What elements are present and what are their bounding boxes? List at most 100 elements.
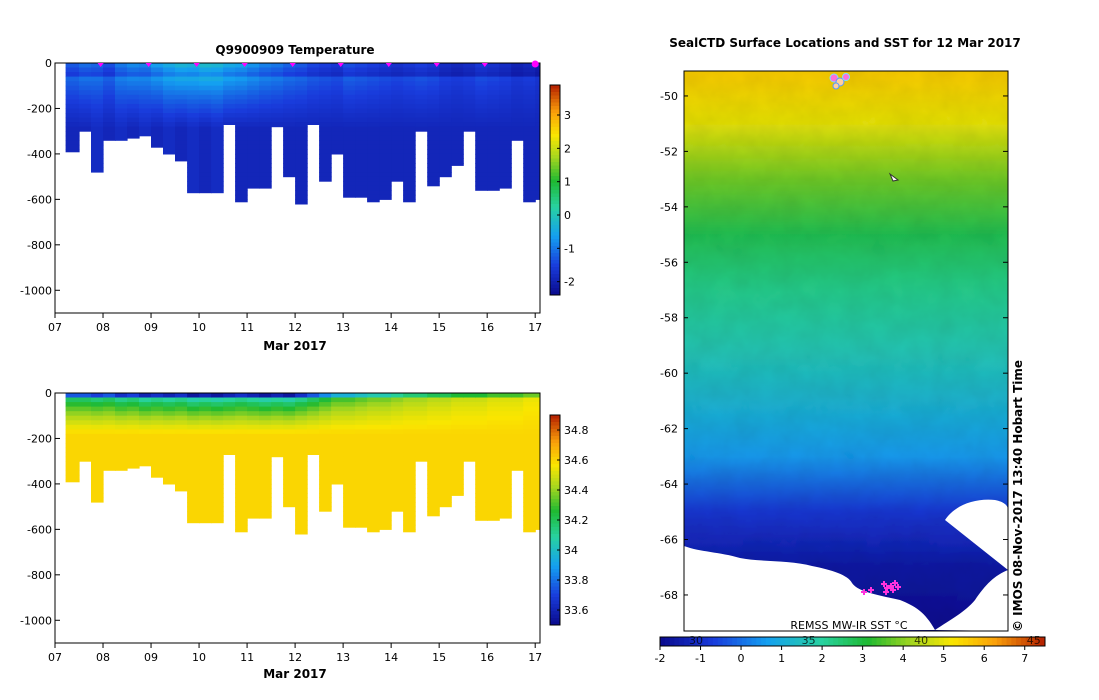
heatmap-cell bbox=[535, 497, 540, 503]
heatmap-cell bbox=[499, 502, 512, 508]
y-tick-label: -600 bbox=[27, 523, 52, 536]
heatmap-cell bbox=[319, 81, 332, 87]
heatmap-cell bbox=[523, 465, 536, 471]
heatmap-cell bbox=[355, 397, 368, 403]
heatmap-cell bbox=[235, 433, 248, 439]
heatmap-cell bbox=[499, 94, 512, 100]
heatmap-cell bbox=[427, 452, 440, 458]
colorbar-swatch bbox=[550, 467, 560, 472]
heatmap-cell bbox=[355, 411, 368, 417]
heatmap-cell bbox=[295, 67, 308, 73]
heatmap-cell bbox=[115, 429, 128, 435]
heatmap-cell bbox=[139, 456, 152, 462]
heatmap-cell bbox=[175, 135, 188, 141]
heatmap-cell bbox=[211, 406, 224, 412]
colorbar-swatch bbox=[1030, 637, 1036, 646]
x-tick-label: 17 bbox=[528, 321, 542, 334]
heatmap-cell bbox=[319, 94, 332, 100]
colorbar-swatch bbox=[756, 637, 762, 646]
heatmap-cell bbox=[439, 461, 452, 467]
heatmap-cell bbox=[247, 479, 260, 485]
heatmap-cell bbox=[535, 167, 540, 173]
heatmap-cell bbox=[115, 402, 128, 408]
heatmap-cell bbox=[247, 470, 260, 476]
heatmap-cell bbox=[475, 502, 488, 508]
heatmap-cell bbox=[403, 470, 416, 476]
heatmap-cell bbox=[247, 181, 260, 187]
heatmap-cell bbox=[523, 153, 536, 159]
heatmap-cell bbox=[367, 488, 380, 494]
heatmap-cell bbox=[175, 94, 188, 100]
heatmap-cell bbox=[403, 502, 416, 508]
heatmap-cell bbox=[91, 438, 104, 444]
heatmap-cell bbox=[211, 81, 224, 87]
heatmap-cell bbox=[403, 456, 416, 462]
heatmap-cell bbox=[103, 117, 116, 123]
heatmap-cell bbox=[499, 81, 512, 87]
heatmap-cell bbox=[379, 144, 392, 150]
heatmap-cell bbox=[535, 185, 540, 191]
heatmap-cell bbox=[247, 113, 260, 119]
heatmap-cell bbox=[391, 474, 404, 480]
heatmap-cell bbox=[259, 429, 272, 435]
heatmap-cell bbox=[343, 433, 356, 439]
heatmap-cell bbox=[451, 447, 464, 453]
heatmap-cell bbox=[247, 149, 260, 155]
heatmap-cell bbox=[65, 406, 80, 412]
heatmap-cell bbox=[247, 158, 260, 164]
heatmap-cell bbox=[379, 488, 392, 494]
heatmap-cell bbox=[403, 72, 416, 78]
heatmap-cell bbox=[283, 131, 296, 137]
heatmap-cell bbox=[427, 433, 440, 439]
heatmap-cell bbox=[187, 140, 200, 146]
heatmap-cell bbox=[199, 429, 212, 435]
heatmap-cell bbox=[235, 135, 248, 141]
salinity-plot-frame bbox=[54, 392, 541, 644]
colorbar-swatch bbox=[660, 637, 666, 646]
heatmap-cell bbox=[115, 438, 128, 444]
heatmap-cell bbox=[379, 438, 392, 444]
heatmap-cell bbox=[523, 194, 536, 200]
heatmap-cell bbox=[247, 497, 260, 503]
heatmap-cell bbox=[187, 461, 200, 467]
heatmap-cell bbox=[91, 465, 104, 471]
colorbar-swatch bbox=[948, 637, 955, 646]
heatmap-cell bbox=[379, 515, 392, 521]
colorbar-swatch bbox=[550, 429, 560, 433]
colorbar-swatch bbox=[550, 551, 560, 556]
colorbar-swatch bbox=[968, 637, 974, 646]
heatmap-cell bbox=[535, 420, 540, 426]
heatmap-cell bbox=[535, 99, 540, 105]
heatmap-cell bbox=[475, 515, 488, 521]
colorbar-swatch bbox=[823, 637, 829, 646]
heatmap-cell bbox=[271, 447, 284, 453]
heatmap-cell bbox=[65, 99, 80, 105]
heatmap-cell bbox=[247, 502, 260, 508]
colorbar-tick-label: 34.6 bbox=[564, 454, 589, 467]
heatmap-cell bbox=[439, 402, 452, 408]
heatmap-cell bbox=[91, 479, 104, 485]
heatmap-cell bbox=[295, 488, 308, 494]
heatmap-cell bbox=[247, 72, 260, 78]
heatmap-cell bbox=[427, 76, 440, 82]
heatmap-cell bbox=[283, 117, 296, 123]
heatmap-cell bbox=[271, 108, 284, 114]
heatmap-cell bbox=[427, 163, 440, 169]
heatmap-cell bbox=[151, 90, 164, 96]
profile-marker bbox=[241, 63, 248, 67]
heatmap-cell bbox=[187, 456, 200, 462]
heatmap-cell bbox=[439, 411, 452, 417]
heatmap-cell bbox=[403, 67, 416, 73]
profile-marker bbox=[97, 63, 104, 67]
heatmap-cell bbox=[331, 397, 344, 403]
heatmap-cell bbox=[235, 163, 248, 169]
heatmap-cell bbox=[391, 140, 404, 146]
heatmap-cell bbox=[271, 117, 284, 123]
heatmap-cell bbox=[319, 429, 332, 435]
colorbar-swatch bbox=[708, 637, 714, 646]
heatmap-cell bbox=[427, 397, 440, 403]
heatmap-cell bbox=[523, 72, 536, 78]
heatmap-cell bbox=[235, 72, 248, 78]
colorbar-swatch bbox=[732, 637, 738, 646]
heatmap-cell bbox=[307, 63, 320, 69]
